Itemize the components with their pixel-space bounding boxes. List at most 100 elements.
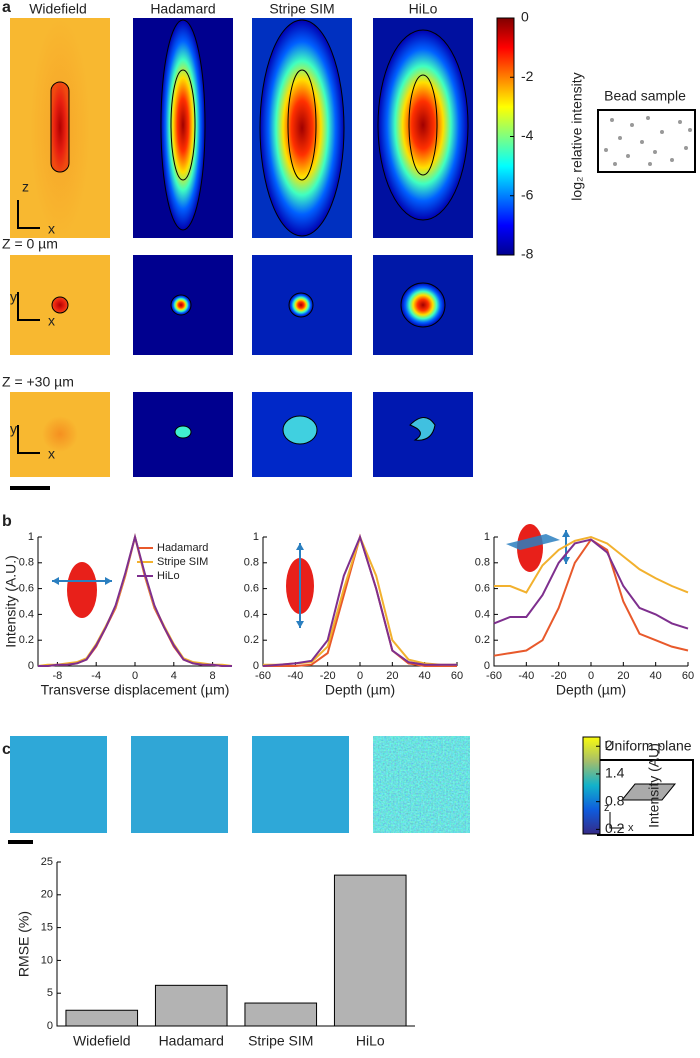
colorbar-tick-label: -6 bbox=[521, 186, 534, 202]
column-title: Widefield bbox=[29, 1, 87, 17]
line-series bbox=[494, 535, 689, 594]
colorbar-tick-label: -2 bbox=[521, 68, 534, 84]
axis-letter: z bbox=[604, 802, 610, 814]
line-series bbox=[493, 538, 689, 630]
colorbar-tick-label: 1.4 bbox=[605, 765, 625, 781]
axis-letter: z bbox=[22, 179, 29, 195]
colorbar-tick-label: 0.8 bbox=[605, 792, 625, 808]
x-tick-label: 60 bbox=[682, 670, 694, 682]
axis-letter: x bbox=[48, 313, 55, 329]
y-tick-label: 0.4 bbox=[244, 608, 259, 620]
x-tick-label: -60 bbox=[255, 670, 271, 682]
x-tick-label: Hadamard bbox=[159, 1033, 224, 1049]
axis-letter: y bbox=[10, 421, 17, 437]
colorbar-tick-label: 0.2 bbox=[605, 820, 625, 836]
y-tick-label: 1 bbox=[28, 531, 34, 543]
colorbar-tick-label: 2 bbox=[605, 737, 613, 753]
colorbar-label: log₂ relative intensity bbox=[569, 72, 585, 200]
scale-bar bbox=[10, 486, 50, 490]
x-tick-label: 40 bbox=[419, 670, 431, 682]
panel-label: c bbox=[2, 741, 11, 758]
colorbar-label: Intensity (AU) bbox=[646, 743, 662, 828]
x-tick-label: -40 bbox=[518, 670, 534, 682]
x-tick-label: -60 bbox=[486, 670, 502, 682]
axis-letter: x bbox=[48, 221, 55, 237]
legend-label: Stripe SIM bbox=[157, 556, 208, 568]
x-axis-label: Depth (µm) bbox=[556, 682, 626, 698]
x-tick-label: 8 bbox=[210, 670, 216, 682]
x-tick-label: Stripe SIM bbox=[248, 1033, 313, 1049]
inset-title: Bead sample bbox=[604, 88, 686, 104]
axis-letter: y bbox=[10, 289, 17, 305]
bar bbox=[65, 1009, 139, 1027]
y-tick-label: 0.6 bbox=[19, 583, 34, 595]
y-tick-label: 0 bbox=[484, 660, 490, 672]
x-axis-label: Depth (µm) bbox=[325, 682, 395, 698]
image-row-z30 bbox=[10, 392, 473, 477]
legend-label: Hadamard bbox=[157, 542, 208, 554]
y-tick-label: 0.2 bbox=[475, 634, 490, 646]
x-tick-label: 0 bbox=[132, 670, 138, 682]
x-tick-label: -20 bbox=[320, 670, 336, 682]
axis-letter: x bbox=[628, 822, 634, 834]
psf-icons bbox=[52, 524, 570, 628]
y-axis-label: Intensity (A.U.) bbox=[3, 555, 19, 648]
x-tick-label: 0 bbox=[588, 670, 594, 682]
image-row-z0 bbox=[10, 255, 473, 355]
x-tick-label: 40 bbox=[650, 670, 662, 682]
legend-label: HiLo bbox=[157, 570, 180, 582]
y-tick-label: 15 bbox=[41, 922, 53, 934]
y-tick-label: 0 bbox=[253, 660, 259, 672]
line-series bbox=[262, 534, 457, 667]
y-tick-label: 0.4 bbox=[475, 608, 490, 620]
x-tick-label: 20 bbox=[617, 670, 629, 682]
column-title: Hadamard bbox=[150, 1, 215, 17]
x-tick-label: -8 bbox=[53, 670, 63, 682]
y-tick-label: 0.6 bbox=[475, 583, 490, 595]
row-label: Z = +30 µm bbox=[2, 374, 74, 390]
bar bbox=[333, 874, 407, 1027]
bar bbox=[154, 984, 228, 1027]
x-tick-label: 4 bbox=[171, 670, 177, 682]
panel-label: b bbox=[2, 513, 12, 530]
y-tick-label: 25 bbox=[41, 856, 53, 868]
colorbar-tick-label: -8 bbox=[521, 246, 534, 262]
colorbar-tick-label: 0 bbox=[521, 9, 529, 25]
inset-title: Uniform plane bbox=[604, 738, 691, 754]
uniform-images bbox=[10, 736, 470, 833]
y-tick-label: 0.8 bbox=[244, 557, 259, 569]
y-tick-label: 0.8 bbox=[19, 557, 34, 569]
image-row-xz bbox=[10, 18, 473, 238]
x-axis-label: Transverse displacement (µm) bbox=[41, 682, 230, 698]
column-title: HiLo bbox=[409, 1, 438, 17]
x-tick-label: -40 bbox=[287, 670, 303, 682]
scale-bar bbox=[8, 840, 33, 844]
y-tick-label: 0.8 bbox=[475, 557, 490, 569]
colorbar-tick-label: -4 bbox=[521, 127, 534, 143]
y-tick-label: 0.2 bbox=[244, 634, 259, 646]
bead-inset bbox=[597, 109, 696, 173]
x-tick-label: -4 bbox=[91, 670, 101, 682]
y-tick-label: 0.2 bbox=[19, 634, 34, 646]
x-tick-label: 60 bbox=[451, 670, 463, 682]
line-series bbox=[38, 533, 232, 667]
x-tick-label: -20 bbox=[551, 670, 567, 682]
x-tick-label: 0 bbox=[357, 670, 363, 682]
x-tick-label: HiLo bbox=[356, 1033, 385, 1049]
x-tick-label: 20 bbox=[386, 670, 398, 682]
axis-letter: x bbox=[48, 446, 55, 462]
y-tick-label: 5 bbox=[47, 987, 53, 999]
axis-indicators bbox=[17, 200, 40, 454]
x-tick-label: Widefield bbox=[73, 1033, 131, 1049]
bar bbox=[244, 1002, 318, 1027]
y-tick-label: 20 bbox=[41, 889, 53, 901]
y-tick-label: 1 bbox=[253, 531, 259, 543]
plane-inset bbox=[597, 759, 694, 836]
y-tick-label: 0 bbox=[28, 660, 34, 672]
y-tick-label: 10 bbox=[41, 954, 53, 966]
y-tick-label: 1 bbox=[484, 531, 490, 543]
y-tick-label: 0.4 bbox=[19, 608, 34, 620]
column-title: Stripe SIM bbox=[269, 1, 334, 17]
panel-label: a bbox=[2, 0, 11, 16]
